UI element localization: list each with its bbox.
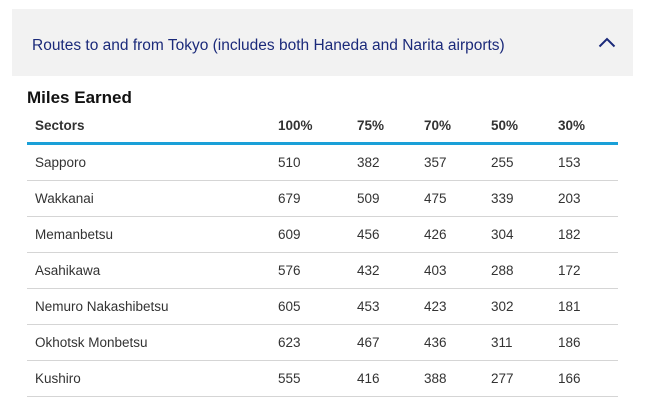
table-row: Memanbetsu 609 456 426 304 182	[27, 216, 618, 253]
miles-30-cell: 172	[558, 252, 618, 289]
sector-cell: Asahikawa	[27, 252, 278, 289]
routes-accordion-header[interactable]: Routes to and from Tokyo (includes both …	[12, 9, 633, 76]
miles-30-cell: 182	[558, 216, 618, 253]
miles-70-cell: 357	[424, 143, 491, 181]
miles-75-cell: 467	[357, 324, 424, 361]
table-row: Sapporo 510 382 357 255 153	[27, 143, 618, 181]
miles-30-cell: 186	[558, 324, 618, 361]
column-header-75: 75%	[357, 108, 424, 145]
miles-50-cell: 339	[491, 180, 558, 217]
sector-cell: Wakkanai	[27, 180, 278, 217]
sector-cell: Okhotsk Monbetsu	[27, 324, 278, 361]
miles-100-cell: 609	[278, 216, 357, 253]
chevron-up-icon[interactable]	[598, 36, 616, 48]
miles-30-cell: 166	[558, 360, 618, 397]
miles-100-cell: 623	[278, 324, 357, 361]
column-header-70: 70%	[424, 108, 491, 145]
sector-cell: Kushiro	[27, 360, 278, 397]
miles-70-cell: 426	[424, 216, 491, 253]
table-row: Wakkanai 679 509 475 339 203	[27, 180, 618, 217]
column-header-30: 30%	[558, 108, 618, 145]
sector-cell: Sapporo	[27, 143, 278, 181]
miles-70-cell: 388	[424, 360, 491, 397]
miles-100-cell: 555	[278, 360, 357, 397]
miles-30-cell: 203	[558, 180, 618, 217]
miles-75-cell: 416	[357, 360, 424, 397]
miles-100-cell: 510	[278, 143, 357, 181]
miles-70-cell: 403	[424, 252, 491, 289]
miles-75-cell: 456	[357, 216, 424, 253]
column-header-sectors: Sectors	[27, 108, 278, 145]
miles-50-cell: 288	[491, 252, 558, 289]
table-row: Asahikawa 576 432 403 288 172	[27, 252, 618, 289]
miles-50-cell: 255	[491, 143, 558, 181]
miles-70-cell: 423	[424, 288, 491, 325]
miles-75-cell: 432	[357, 252, 424, 289]
miles-50-cell: 302	[491, 288, 558, 325]
miles-70-cell: 436	[424, 324, 491, 361]
table-row: Okhotsk Monbetsu 623 467 436 311 186	[27, 324, 618, 361]
table-row: Kushiro 555 416 388 277 166	[27, 360, 618, 397]
sector-cell: Memanbetsu	[27, 216, 278, 253]
table-row: Nemuro Nakashibetsu 605 453 423 302 181	[27, 288, 618, 325]
miles-table: Sectors 100% 75% 70% 50% 30% Sapporo 510…	[27, 108, 618, 397]
miles-75-cell: 453	[357, 288, 424, 325]
column-header-50: 50%	[491, 108, 558, 145]
miles-75-cell: 509	[357, 180, 424, 217]
table-header-row: Sectors 100% 75% 70% 50% 30%	[27, 108, 618, 145]
miles-100-cell: 679	[278, 180, 357, 217]
miles-30-cell: 181	[558, 288, 618, 325]
miles-100-cell: 605	[278, 288, 357, 325]
sector-cell: Nemuro Nakashibetsu	[27, 288, 278, 325]
miles-30-cell: 153	[558, 143, 618, 181]
miles-75-cell: 382	[357, 143, 424, 181]
miles-70-cell: 475	[424, 180, 491, 217]
section-title: Miles Earned	[27, 88, 132, 107]
miles-50-cell: 304	[491, 216, 558, 253]
miles-100-cell: 576	[278, 252, 357, 289]
accordion-title: Routes to and from Tokyo (includes both …	[32, 37, 505, 54]
column-header-100: 100%	[278, 108, 357, 145]
miles-50-cell: 277	[491, 360, 558, 397]
miles-50-cell: 311	[491, 324, 558, 361]
